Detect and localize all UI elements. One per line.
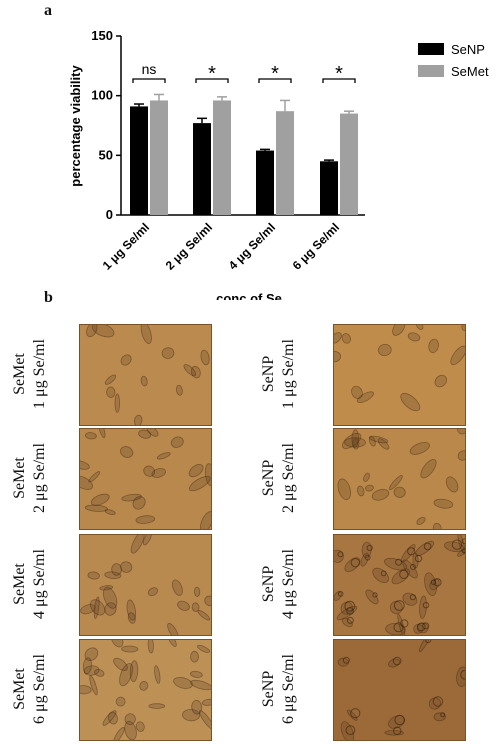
micrograph-label-treatment: SeNP xyxy=(260,670,277,708)
micrograph-semet-4 xyxy=(79,639,212,741)
legend-swatch-senp xyxy=(418,43,444,55)
micrograph-label-dose: 6 μg Se/ml xyxy=(280,654,297,724)
bar-senp xyxy=(193,123,211,215)
micrograph-semet-3 xyxy=(79,534,212,636)
significance-bracket xyxy=(195,78,229,83)
micrograph-label-dose: 6 μg Se/ml xyxy=(31,654,48,724)
micrograph-senp-2 xyxy=(333,428,466,530)
legend-label-senp: SeNP xyxy=(451,42,485,57)
micrograph-senp-1 xyxy=(333,324,466,426)
micrograph-label: SeNP 6 μg Se/ml xyxy=(259,624,319,754)
x-tick-label: 4 μg Se/ml xyxy=(226,220,278,272)
viability-bar-chart: 0 50 100 150 percentage viability ns 1 μg Se/m… xyxy=(68,28,489,300)
bar-senp xyxy=(256,150,274,215)
x-tick-label: 1 μg Se/ml xyxy=(100,220,152,272)
significance-bracket xyxy=(322,78,356,83)
bar-senp xyxy=(130,106,148,215)
micrograph-semet-2 xyxy=(79,428,212,530)
legend-swatch-semet xyxy=(418,65,444,77)
bar-semet xyxy=(150,100,168,215)
micrograph-semet-1 xyxy=(79,324,212,426)
y-tick-label: 150 xyxy=(91,28,113,43)
y-tick-label: 50 xyxy=(99,147,113,162)
bar-semet xyxy=(276,111,294,215)
x-axis-label: conc of Se xyxy=(216,291,282,300)
bar-semet xyxy=(213,100,231,215)
micrograph-senp-3 xyxy=(333,534,466,636)
significance-label: * xyxy=(271,63,279,85)
y-tick-label: 100 xyxy=(91,88,113,103)
bar-semet xyxy=(340,113,358,215)
y-axis-label: percentage viability xyxy=(68,65,83,187)
significance-label: * xyxy=(208,63,216,85)
y-tick-label: 0 xyxy=(106,207,113,222)
x-tick-label: 2 μg Se/ml xyxy=(163,220,215,272)
significance-label: ns xyxy=(142,61,157,77)
legend-label-semet: SeMet xyxy=(451,64,489,79)
x-tick-label: 6 μg Se/ml xyxy=(290,220,342,272)
significance-bracket xyxy=(132,78,166,83)
significance-bracket xyxy=(258,78,292,83)
micrograph-senp-4 xyxy=(333,639,466,741)
micrograph-label: SeMet 6 μg Se/ml xyxy=(10,624,70,754)
micrograph-label-treatment: SeMet xyxy=(11,668,28,710)
bar-senp xyxy=(320,161,338,215)
significance-label: * xyxy=(335,63,343,85)
panel-label-b: b xyxy=(44,289,53,306)
panel-label-a: a xyxy=(44,2,52,19)
